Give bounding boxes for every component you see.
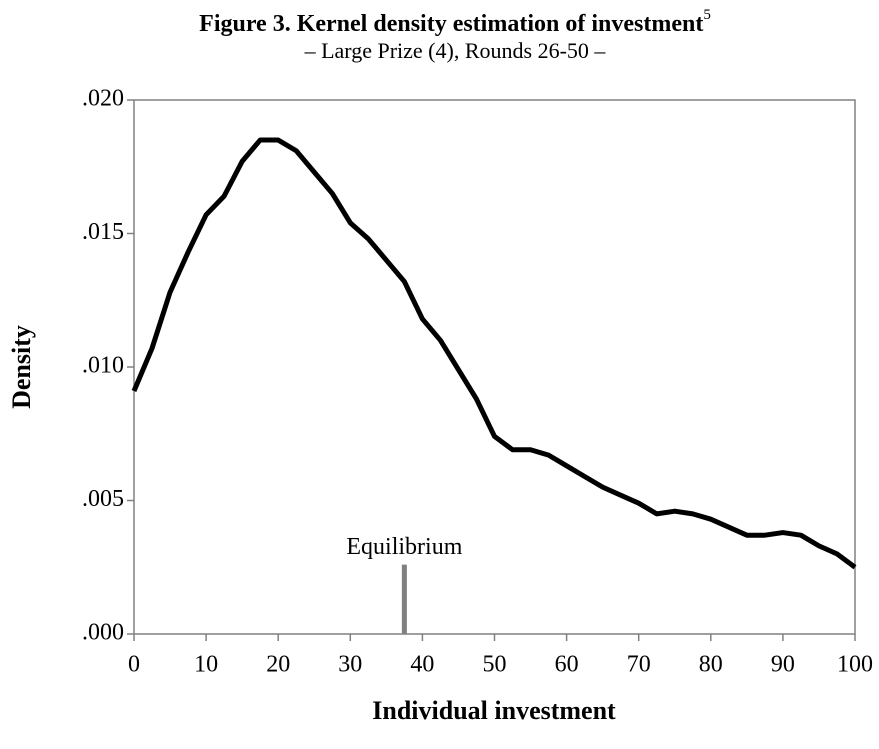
annotation-label: Equilibrium bbox=[346, 534, 462, 560]
x-tick-label: 30 bbox=[338, 652, 362, 678]
x-tick-label: 100 bbox=[837, 652, 873, 678]
y-tick-label: .010 bbox=[82, 353, 124, 379]
x-tick-label: 40 bbox=[410, 652, 434, 678]
density-line bbox=[131, 137, 857, 570]
x-tick-label: 60 bbox=[555, 652, 579, 678]
x-tick-label: 90 bbox=[771, 652, 795, 678]
x-tick-label: 20 bbox=[266, 652, 290, 678]
x-axis-label: Individual investment bbox=[372, 696, 616, 725]
x-tick-label: 10 bbox=[194, 652, 218, 678]
title-note: 5 bbox=[703, 7, 711, 23]
plot-frame bbox=[133, 99, 856, 635]
chart-subtitle: – Large Prize (4), Rounds 26-50 – bbox=[304, 38, 607, 63]
chart-title: Figure 3. Kernel density estimation of i… bbox=[199, 7, 711, 36]
x-tick-label: 70 bbox=[627, 652, 651, 678]
x-tick-label: 80 bbox=[699, 652, 723, 678]
y-tick-label: .000 bbox=[82, 620, 124, 646]
y-tick-label: .020 bbox=[82, 86, 124, 112]
x-tick-label: 50 bbox=[483, 652, 507, 678]
y-axis-label: Density bbox=[7, 325, 36, 409]
y-tick-label: .005 bbox=[82, 486, 124, 512]
y-tick-label: .015 bbox=[82, 219, 124, 245]
title-text: Figure 3. Kernel density estimation of i… bbox=[199, 11, 703, 37]
x-tick-label: 0 bbox=[128, 652, 140, 678]
